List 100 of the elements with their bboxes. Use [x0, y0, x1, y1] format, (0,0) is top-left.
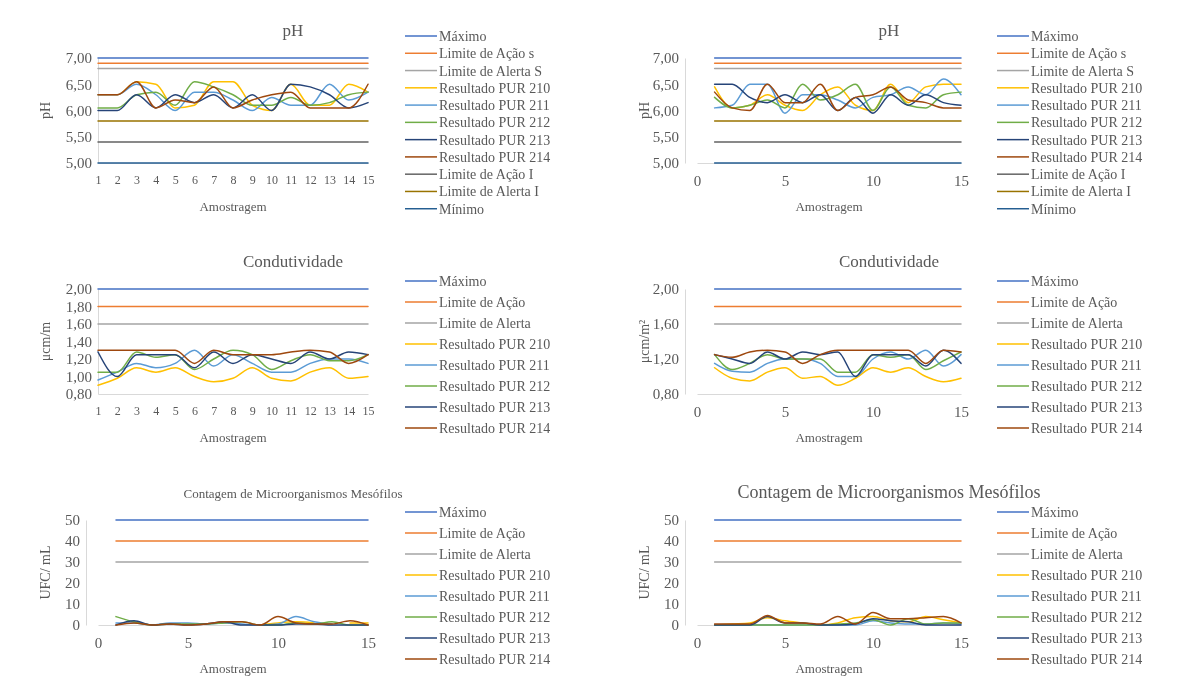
x-tick-label: 5 — [781, 172, 790, 189]
x-axis-title: Amostragem — [795, 199, 863, 214]
y-axis-title: μcm/m² — [637, 319, 652, 364]
legend-label: Limite de Alerta I — [1031, 184, 1132, 200]
y-tick-label: 0 — [72, 617, 80, 634]
y-tick-label: 20 — [664, 575, 679, 592]
y-tick-label: 1,80 — [65, 298, 92, 315]
legend-label: Resultado PUR 213 — [439, 631, 551, 646]
legend-label: Limite de Alerta S — [439, 63, 543, 79]
y-tick-label: 1,40 — [65, 333, 92, 350]
x-tick-label: 0 — [693, 172, 702, 189]
y-tick-label: 5,00 — [65, 155, 92, 172]
x-tick-label: 5 — [184, 634, 193, 651]
legend-label: Resultado PUR 214 — [439, 421, 551, 436]
legend-label: Resultado PUR 214 — [1031, 421, 1143, 436]
x-tick-label: 11 — [285, 403, 298, 418]
legend-label: Mínimo — [1031, 201, 1077, 217]
legend-label: Resultado PUR 211 — [439, 589, 550, 604]
legend-label: Limite de Ação s — [1031, 46, 1127, 62]
legend-label: Limite de Ação I — [1031, 167, 1126, 183]
y-tick-label: 50 — [664, 512, 679, 529]
x-tick-label: 10 — [866, 172, 881, 189]
x-tick-label: 0 — [94, 634, 103, 651]
x-tick-label: 10 — [266, 403, 279, 418]
x-tick-label: 5 — [172, 172, 179, 187]
legend-label: Limite de Alerta — [1031, 316, 1124, 331]
x-tick-label: 10 — [271, 634, 286, 651]
x-tick-label: 14 — [343, 403, 356, 418]
legend-label: Resultado PUR 212 — [1031, 379, 1143, 394]
x-tick-label: 5 — [781, 634, 790, 651]
legend-label: Resultado PUR 212 — [439, 610, 551, 625]
x-tick-label: 14 — [343, 172, 356, 187]
y-axis-title: μcm/m — [38, 321, 53, 362]
chart-title: Condutividade — [838, 252, 940, 271]
x-tick-label: 13 — [323, 172, 336, 187]
legend-label: Limite de Alerta I — [439, 184, 540, 200]
legend-label: Limite de Alerta — [439, 316, 532, 331]
x-tick-label: 11 — [285, 172, 298, 187]
x-axis-title: Amostragem — [795, 661, 863, 676]
legend-label: Resultado PUR 212 — [1031, 610, 1143, 625]
legend-label: Limite de Alerta — [439, 547, 532, 562]
legend-label: Resultado PUR 211 — [1031, 358, 1142, 373]
legend-label: Resultado PUR 211 — [439, 358, 550, 373]
y-tick-label: 5,00 — [652, 155, 679, 172]
legend-label: Resultado PUR 214 — [1031, 149, 1143, 165]
y-tick-label: 7,00 — [65, 50, 92, 67]
legend-label: Resultado PUR 211 — [1031, 98, 1142, 114]
legend-label: Limite de Alerta S — [1031, 63, 1135, 79]
y-tick-label: 6,00 — [65, 102, 92, 119]
legend-label: Máximo — [439, 29, 487, 44]
x-axis-title: Amostragem — [199, 661, 267, 676]
x-tick-label: 10 — [266, 172, 279, 187]
legend-label: Limite de Alerta — [1031, 547, 1124, 562]
y-axis-title: UFC/ mL — [38, 545, 53, 600]
y-tick-label: 5,50 — [65, 129, 92, 146]
x-tick-label: 6 — [191, 172, 198, 187]
legend-label: Máximo — [439, 274, 487, 289]
x-tick-label: 8 — [230, 172, 237, 187]
legend-label: Resultado PUR 213 — [1031, 132, 1143, 148]
legend-label: Limite de Ação s — [439, 46, 535, 62]
legend-label: Máximo — [1031, 505, 1079, 520]
x-tick-label: 2 — [114, 403, 121, 418]
x-tick-label: 0 — [693, 403, 702, 420]
x-axis-title: Amostragem — [199, 430, 267, 445]
legend-label: Resultado PUR 210 — [439, 568, 551, 583]
x-tick-label: 7 — [211, 172, 218, 187]
y-axis-title: pH — [637, 101, 652, 120]
y-tick-label: 40 — [65, 533, 80, 550]
y-tick-label: 1,20 — [65, 351, 92, 368]
y-tick-label: 1,60 — [65, 316, 92, 333]
x-tick-label: 1 — [95, 172, 102, 187]
legend-label: Resultado PUR 210 — [1031, 80, 1143, 96]
legend-label: Resultado PUR 213 — [1031, 400, 1143, 415]
y-tick-label: 0 — [671, 617, 679, 634]
x-tick-label: 8 — [230, 403, 237, 418]
x-axis-title: Amostragem — [199, 199, 267, 214]
legend-label: Resultado PUR 210 — [439, 80, 551, 96]
legend-label: Resultado PUR 214 — [439, 652, 551, 667]
x-tick-label: 4 — [153, 172, 160, 187]
legend-label: Máximo — [439, 505, 487, 520]
legend-label: Resultado PUR 213 — [439, 132, 551, 148]
x-tick-label: 9 — [249, 403, 256, 418]
y-tick-label: 30 — [664, 554, 679, 571]
y-tick-label: 6,50 — [652, 76, 679, 93]
x-tick-label: 13 — [323, 403, 336, 418]
y-tick-label: 2,00 — [65, 281, 92, 298]
x-tick-label: 10 — [866, 634, 881, 651]
y-tick-label: 0,80 — [652, 386, 679, 403]
chart-title: pH — [282, 21, 304, 40]
x-tick-label: 15 — [954, 403, 969, 420]
legend-label: Resultado PUR 214 — [1031, 652, 1143, 667]
legend-label: Resultado PUR 210 — [1031, 337, 1143, 352]
x-tick-label: 0 — [693, 634, 702, 651]
y-tick-label: 10 — [664, 596, 679, 613]
y-tick-label: 6,00 — [652, 102, 679, 119]
x-tick-label: 9 — [249, 172, 256, 187]
y-tick-label: 10 — [65, 596, 80, 613]
legend-label: Resultado PUR 210 — [439, 337, 551, 352]
legend-label: Resultado PUR 210 — [1031, 568, 1143, 583]
legend-label: Limite de Ação — [1031, 295, 1118, 310]
